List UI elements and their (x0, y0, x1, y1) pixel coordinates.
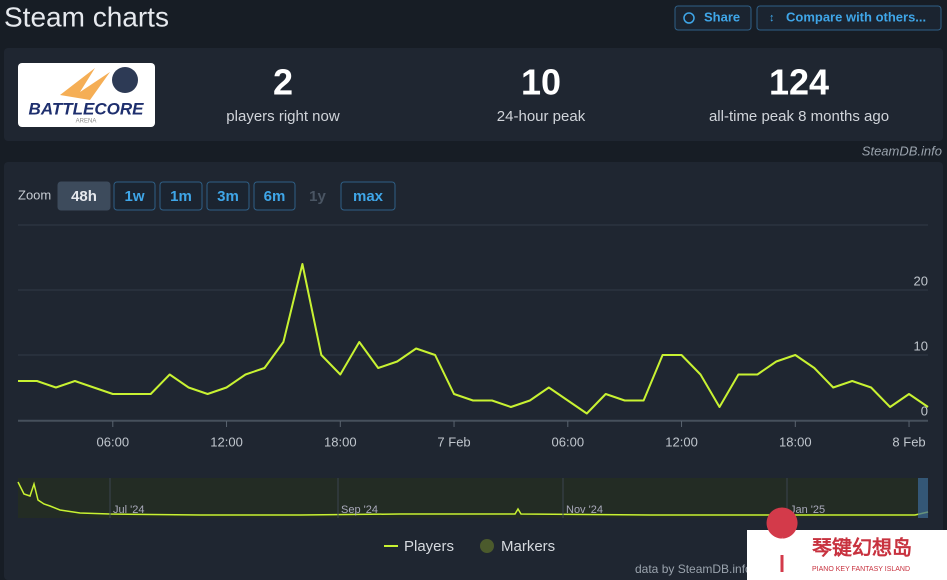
logo-burst (60, 68, 110, 100)
zoom-button[interactable]: 1m (159, 181, 203, 211)
x-tick-label: 06:00 (552, 434, 585, 449)
zoom-button-label: 48h (71, 188, 97, 205)
navigator-label: Sep '24 (341, 504, 378, 516)
players-line (18, 263, 929, 415)
logo-subtext: ARENA (76, 119, 97, 125)
zoom-button[interactable]: max (340, 181, 396, 211)
zoom-button-bg (57, 181, 111, 211)
zoom-button-bg (159, 181, 203, 211)
stat-label: players right now (226, 108, 340, 125)
y-tick-label: 10 (914, 338, 928, 353)
stats-panel (4, 48, 943, 141)
zoom-button-bg (340, 181, 396, 211)
game-logo: BATTLECORE ARENA (18, 63, 155, 127)
share-button[interactable]: Share (674, 5, 752, 31)
x-tick-label: 18:00 (779, 434, 812, 449)
zoom-button-bg (253, 181, 296, 211)
zoom-button[interactable]: 6m (253, 181, 296, 211)
compare-icon: ↕ (769, 12, 775, 24)
zoom-button[interactable]: 48h (57, 181, 111, 211)
zoom-button-label: 3m (217, 188, 239, 205)
navigator-label: Nov '24 (566, 504, 603, 516)
logo-orb (112, 67, 138, 93)
x-tick-label: 12:00 (210, 434, 243, 449)
stat-value: 124 (769, 62, 829, 103)
zoom-button-label: 1m (170, 188, 192, 205)
zoom-button-bg (113, 181, 156, 211)
watermark: 琴键幻想岛 PIANO KEY FANTASY ISLAND (747, 507, 947, 580)
watermark-title: 琴键幻想岛 (812, 535, 912, 559)
chart-panel (4, 162, 943, 580)
zoom-button[interactable]: 1w (113, 181, 156, 211)
compare-label: Compare with others... (786, 9, 926, 24)
x-tick-label: 12:00 (665, 434, 698, 449)
stat-value: 10 (521, 62, 561, 103)
stats: 2 players right now 10 24-hour peak 124 all-t… (226, 62, 889, 125)
navigator-label: Jan '25 (790, 504, 825, 516)
plot: 0 10 20 06:00 12:00 18:00 7 Feb 06:00 12:00 18:00… (18, 263, 929, 449)
navigator-line (17, 481, 929, 516)
y-tick-label: 0 (921, 403, 928, 418)
logo-text: BATTLECORE (29, 99, 145, 118)
zoom-button-label: max (353, 188, 384, 205)
compare-button[interactable]: ↕ Compare with others... (756, 5, 942, 31)
legend-swatch (480, 539, 494, 553)
compare-button-bg (756, 5, 942, 31)
y-tick-label: 20 (914, 273, 928, 288)
zoom-button-label: 1y (309, 188, 326, 205)
watermark-subtitle: PIANO KEY FANTASY ISLAND (812, 566, 910, 573)
watermark-icon (766, 507, 798, 572)
x-tick-label: 06:00 (97, 434, 130, 449)
stat-label: all-time peak 8 months ago (709, 108, 889, 125)
source: SteamDB.info (862, 143, 942, 158)
zoom-button[interactable]: 3m (206, 181, 250, 211)
stat-value: 2 (273, 62, 293, 103)
zoom-label: Zoom (18, 187, 51, 202)
page-title: Steam charts (4, 1, 169, 32)
zoom-button-label: 6m (264, 188, 286, 205)
zoom-button-label: 1w (124, 188, 144, 205)
zoom-buttons: 48h 1w 1m 3m 6m 1y max (57, 181, 396, 211)
zoom-button-bg (206, 181, 250, 211)
legend: Players Markers (384, 538, 555, 555)
navigator-handle[interactable] (918, 478, 928, 518)
share-button-bg (674, 5, 752, 31)
x-tick-label: 18:00 (324, 434, 357, 449)
legend-label[interactable]: Markers (501, 538, 555, 555)
credit: data by SteamDB.info (635, 562, 752, 576)
share-label: Share (704, 9, 740, 24)
navigator-label: Jul '24 (113, 504, 144, 516)
x-tick-label: 7 Feb (437, 434, 470, 449)
zoom-button: 1y (309, 188, 326, 205)
legend-label[interactable]: Players (404, 538, 454, 555)
stat-label: 24-hour peak (497, 108, 586, 125)
share-icon (683, 12, 695, 24)
x-tick-label: 8 Feb (892, 434, 925, 449)
